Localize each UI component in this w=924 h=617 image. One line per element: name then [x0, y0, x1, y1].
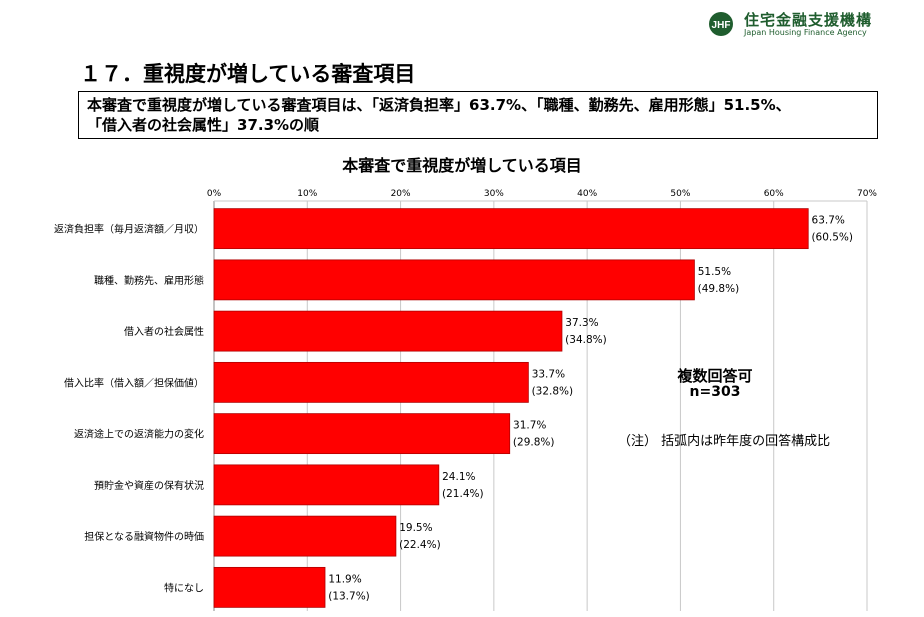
page-title: １７．重視度が増している審査項目: [80, 62, 416, 86]
bar: [213, 515, 397, 557]
chart-title: 本審査で重視度が増している項目: [342, 156, 582, 175]
previous-year-label: (29.8%): [513, 437, 555, 449]
summary-line-2: 「借入者の社会属性」37.3%の順: [87, 116, 320, 134]
previous-year-label: (13.7%): [328, 590, 370, 602]
bar: [213, 413, 511, 455]
bar: [213, 259, 695, 301]
value-label: 33.7%: [532, 368, 565, 380]
previous-year-label: (34.8%): [565, 334, 607, 346]
x-tick-label: 20%: [391, 189, 411, 199]
sample-size: n=303: [689, 384, 741, 400]
value-label: 24.1%: [442, 471, 475, 483]
x-tick-label: 10%: [297, 189, 317, 199]
bar: [213, 464, 440, 506]
x-tick-label: 40%: [577, 189, 597, 199]
category-label: 借入者の社会属性: [124, 325, 204, 338]
x-tick-label: 70%: [857, 189, 877, 199]
jhf-logo-icon: JHF: [709, 12, 733, 36]
previous-year-label: (49.8%): [698, 283, 740, 295]
value-label: 11.9%: [328, 573, 361, 585]
category-label: 返済負担率（毎月返済額／月収）: [54, 223, 204, 236]
summary-box: 本審査で重視度が増している審査項目は、「返済負担率」63.7%、「職種、勤務先、…: [78, 91, 878, 139]
org-logo: JHF 住宅金融支援機構 Japan Housing Finance Agenc…: [706, 9, 896, 41]
previous-year-label: (21.4%): [442, 488, 484, 500]
value-label: 51.5%: [698, 266, 731, 278]
x-tick-label: 0%: [207, 189, 222, 199]
category-label: 預貯金や資産の保有状況: [94, 479, 204, 492]
category-label: 借入比率（借入額／担保価値）: [64, 376, 204, 389]
bar: [213, 566, 326, 608]
value-label: 31.7%: [513, 420, 546, 432]
category-label: 職種、勤務先、雇用形態: [94, 274, 204, 287]
previous-year-label: (22.4%): [399, 539, 441, 551]
x-tick-label: 50%: [670, 189, 690, 199]
logo-mark-text: JHF: [712, 20, 731, 31]
category-label: 担保となる融資物件の時価: [84, 530, 204, 543]
previous-year-label: (60.5%): [811, 232, 853, 244]
x-tick-label: 60%: [764, 189, 784, 199]
previous-year-label: (32.8%): [532, 385, 574, 397]
bar: [213, 361, 529, 403]
footnote: （注） 括弧内は昨年度の回答構成比: [618, 434, 831, 449]
org-name-en: Japan Housing Finance Agency: [744, 28, 867, 37]
bar: [213, 310, 563, 352]
value-label: 19.5%: [399, 522, 432, 534]
category-label: 返済途上での返済能力の変化: [74, 428, 204, 441]
summary-line-1: 本審査で重視度が増している審査項目は、「返済負担率」63.7%、「職種、勤務先、…: [87, 96, 791, 114]
x-tick-label: 30%: [484, 189, 504, 199]
category-label: 特になし: [164, 582, 204, 594]
bar: [213, 208, 809, 250]
value-label: 37.3%: [565, 317, 598, 329]
answer-type-note: 複数回答可: [677, 367, 753, 385]
value-label: 63.7%: [812, 215, 845, 227]
org-name: 住宅金融支援機構: [744, 11, 873, 29]
